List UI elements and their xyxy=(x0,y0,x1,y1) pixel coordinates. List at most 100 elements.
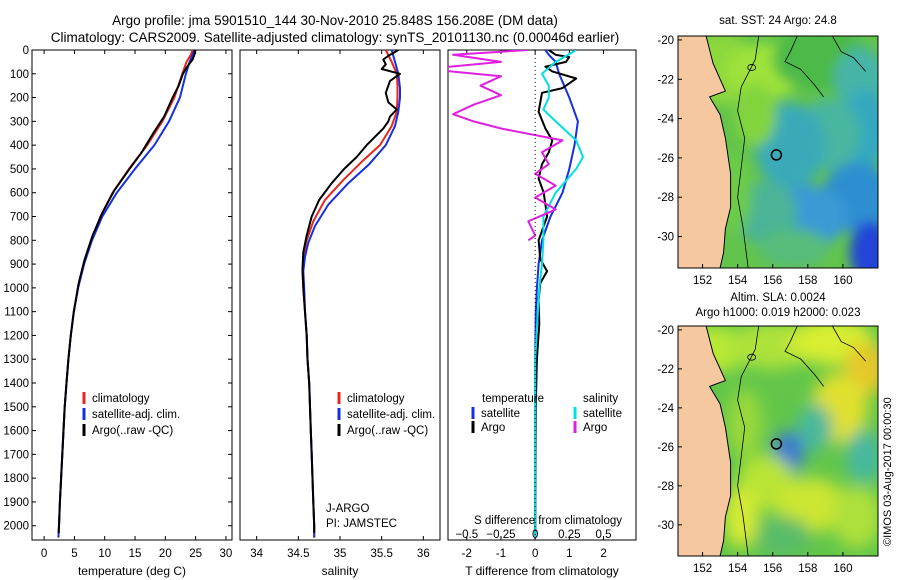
y-tick-label: 1900 xyxy=(3,497,29,509)
series-line-argo-raw-qc- xyxy=(301,50,401,533)
lat-tick-label: -22 xyxy=(657,364,674,376)
x-tick-label: 0 xyxy=(41,548,47,560)
legend-label: satellite xyxy=(583,408,622,420)
x-tick-label: 0 xyxy=(532,548,538,560)
field-anomaly xyxy=(832,485,878,549)
y-tick-label: 600 xyxy=(10,188,29,200)
float-position-marker xyxy=(770,149,783,161)
legend-group-temperature: temperature xyxy=(482,393,544,405)
y-tick-label: 300 xyxy=(10,116,29,128)
x-tick-label: 35 xyxy=(334,548,347,560)
y-tick-label: 500 xyxy=(10,164,29,176)
lon-tick-label: 156 xyxy=(763,275,782,287)
legend-label: Argo xyxy=(481,422,505,434)
plot-frame xyxy=(447,49,637,541)
lon-tick-label: 154 xyxy=(728,563,748,575)
y-tick-label: 1500 xyxy=(3,402,29,414)
figure-title-line1: Argo profile: jma 5901510_144 30-Nov-201… xyxy=(112,13,558,28)
y-tick-label: 400 xyxy=(10,140,29,152)
legend-label: satellite-adj. clim. xyxy=(92,409,180,421)
x-tick-label: 15 xyxy=(129,548,142,560)
annotation-pi: PI: JAMSTEC xyxy=(326,518,397,530)
secondary-tick-label: −0.25 xyxy=(486,529,515,541)
y-tick-label: 1700 xyxy=(3,449,29,461)
field-anomaly xyxy=(723,485,759,549)
x-tick-label: 5 xyxy=(71,548,77,560)
sla-map-title-line1: Altim. SLA: 0.0024 xyxy=(730,292,826,304)
x-tick-label: -1 xyxy=(496,548,506,560)
land-mass xyxy=(678,36,732,268)
x-tick-label: 30 xyxy=(220,548,233,560)
seamount-contour xyxy=(747,353,757,361)
y-tick-label: 0 xyxy=(23,45,29,57)
map-frame xyxy=(677,35,879,269)
y-tick-label: 2000 xyxy=(3,521,29,533)
x-tick-label: 20 xyxy=(159,548,172,560)
difference-panel: -2 -1 0 1 2 T difference from climatology S di… xyxy=(447,49,637,578)
plot-frame xyxy=(239,49,441,541)
field-anomaly xyxy=(727,388,763,459)
series-line-satellite xyxy=(534,50,584,538)
land-mass xyxy=(678,326,732,556)
secondary-tick-label: 0.25 xyxy=(558,529,580,541)
y-tick-label: 700 xyxy=(10,212,29,224)
x-axis-label: salinity xyxy=(322,564,359,578)
lat-tick-label: -20 xyxy=(657,35,674,47)
legend-group-salinity: salinity xyxy=(583,393,618,405)
y-tick-label: 1000 xyxy=(3,283,29,295)
series-line-argo xyxy=(448,50,564,242)
field-anomaly xyxy=(849,220,878,268)
copyright-stamp: ©IMOS 03-Aug-2017 00:00:30 xyxy=(882,397,894,546)
secondary-tick-label: 0.5 xyxy=(596,529,612,541)
lat-tick-label: -24 xyxy=(657,403,674,415)
y-tick-label: 100 xyxy=(10,69,29,81)
lat-tick-label: -28 xyxy=(657,192,674,204)
plot-frame xyxy=(31,49,233,541)
lon-tick-label: 152 xyxy=(693,563,712,575)
field-anomaly xyxy=(734,83,777,147)
legend-label: Argo(..raw -QC) xyxy=(347,425,428,437)
sla-map-title-line2: Argo h1000: 0.019 h2000: 0.023 xyxy=(696,307,861,319)
series-line-argo-raw-qc- xyxy=(57,50,196,533)
y-tick-label: 1100 xyxy=(4,307,29,319)
salinity-panel: 34 34.5 35 35.5 36 salinity climatology satelli… xyxy=(239,49,441,578)
legend-label: satellite-adj. clim. xyxy=(347,409,435,421)
y-tick-label: 1600 xyxy=(3,426,29,438)
bathymetry-contour xyxy=(832,36,866,72)
secondary-tick-label: 0 xyxy=(532,529,538,541)
float-position-marker xyxy=(770,438,783,450)
lat-tick-label: -30 xyxy=(657,232,674,244)
annotation-program: J-ARGO xyxy=(326,503,370,515)
bathymetry-contour xyxy=(784,36,824,98)
x-tick-label: 1 xyxy=(566,548,572,560)
lat-tick-label: -30 xyxy=(657,520,674,532)
x-tick-label: 35.5 xyxy=(370,548,392,560)
field-anomaly xyxy=(758,228,829,268)
field-anomaly xyxy=(755,517,812,556)
field-anomaly xyxy=(846,429,878,484)
y-tick-label: 1200 xyxy=(3,330,29,342)
lat-tick-label: -24 xyxy=(657,114,674,126)
x-axis-label: temperature (deg C) xyxy=(78,564,186,578)
lon-tick-label: 158 xyxy=(798,563,817,575)
y-tick-label: 1800 xyxy=(3,473,29,485)
lon-tick-label: 158 xyxy=(798,275,817,287)
temperature-panel: 0100200300400500600700800900100011001200… xyxy=(3,45,233,578)
y-tick-label: 900 xyxy=(10,259,29,271)
lon-tick-label: 154 xyxy=(728,275,748,287)
y-tick-label: 1400 xyxy=(3,378,29,390)
lat-tick-label: -26 xyxy=(657,153,674,165)
lon-tick-label: 156 xyxy=(763,563,782,575)
sst-map: 152 154 156 158 160 -20 -22 -24 -26 -28 -30 xyxy=(657,35,879,287)
legend-label: Argo(..raw -QC) xyxy=(92,425,173,437)
x-tick-label: 25 xyxy=(189,548,202,560)
x-tick-label: 2 xyxy=(600,548,606,560)
lon-tick-label: 152 xyxy=(693,275,712,287)
lat-tick-label: -22 xyxy=(657,74,674,86)
secondary-tick-label: −0.5 xyxy=(455,529,478,541)
legend-label: Argo xyxy=(583,422,607,434)
series-line-satellite xyxy=(534,50,579,538)
field-anomaly xyxy=(797,403,833,451)
lat-tick-label: -26 xyxy=(657,442,674,454)
